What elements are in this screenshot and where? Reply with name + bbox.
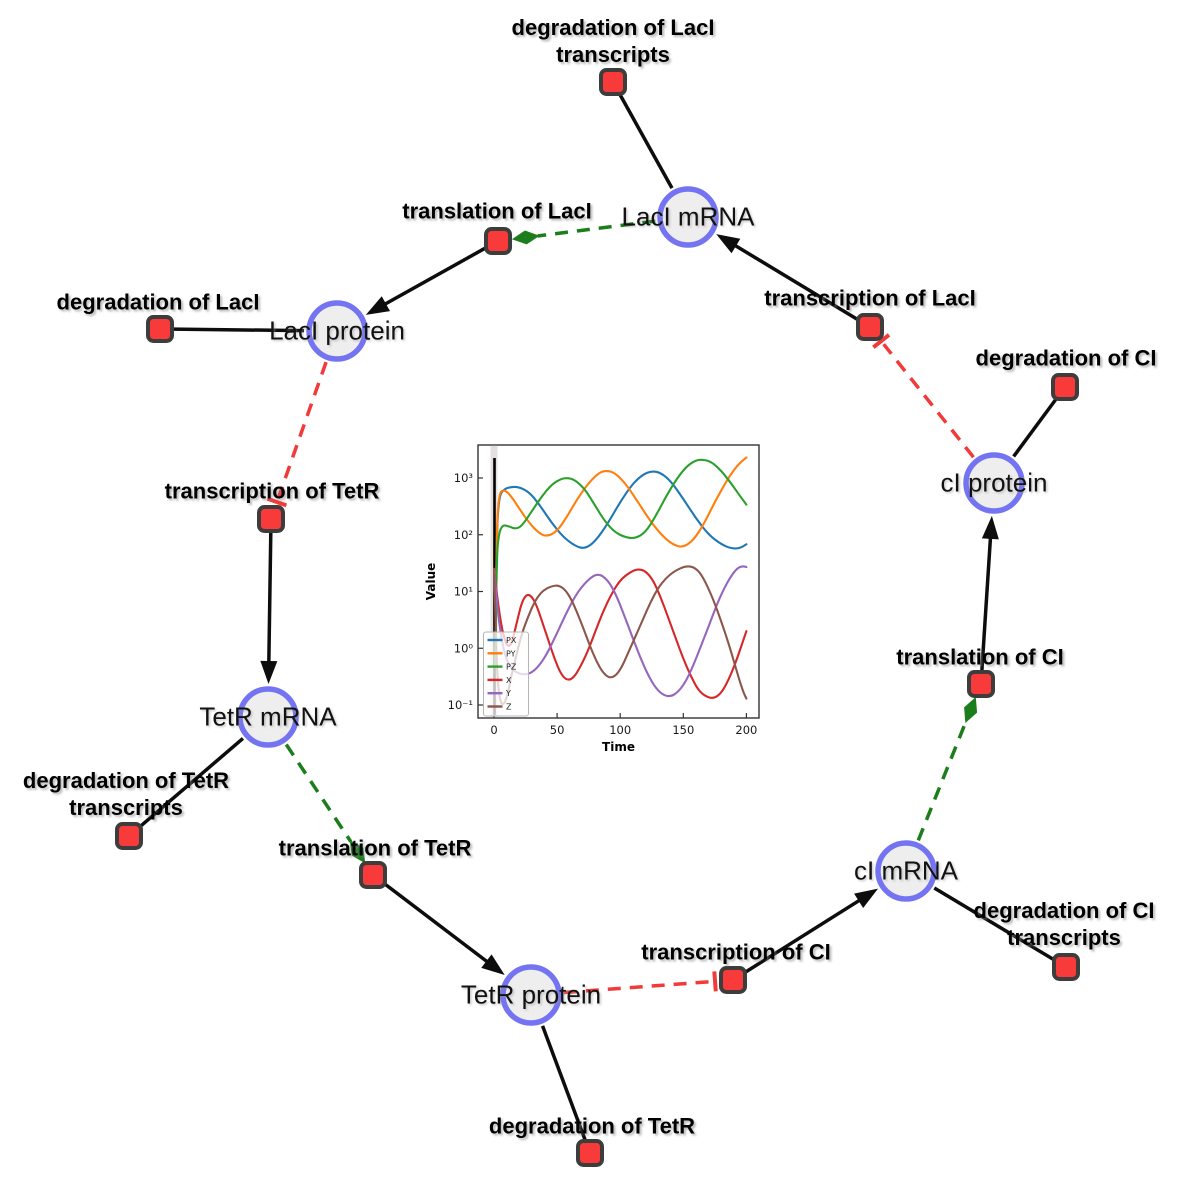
edge-plain-deg-laci-to-laci-protein — [173, 327, 305, 333]
series-line-PX — [494, 470, 748, 667]
edge-plain-deg-ci-transcripts-to-ci-mrna — [933, 886, 1055, 962]
process-node-deg-tetr — [576, 1139, 604, 1167]
edge-plain-deg-laci-transcripts-to-laci-mrna — [618, 93, 674, 190]
x-axis-label: Time — [602, 740, 635, 754]
process-node-transcription-tetr — [257, 505, 285, 533]
x-tick-label: 150 — [672, 723, 694, 737]
process-node-deg-ci — [1051, 373, 1079, 401]
edge-activation-ci-mrna-to-translation-ci — [916, 696, 978, 842]
legend-entry-label: PY — [506, 649, 516, 658]
y-tick-label: 10² — [454, 528, 473, 542]
arrowhead-icon — [716, 234, 741, 254]
activation-diamond-icon — [511, 230, 540, 245]
legend-entry-label: Y — [505, 689, 511, 698]
process-node-translation-tetr — [359, 861, 387, 889]
y-tick-label: 10³ — [454, 471, 474, 485]
process-node-transcription-laci — [856, 313, 884, 341]
process-node-translation-laci — [484, 227, 512, 255]
legend-entry-label: PZ — [506, 663, 517, 672]
y-axis-label: Value — [425, 563, 438, 601]
arrowhead-icon — [854, 888, 879, 909]
edge-arrow-transcription-laci-to-laci-mrna — [716, 234, 859, 322]
species-node-laci-mrna — [657, 186, 719, 248]
edge-inhibition-ci-protein-to-transcription-laci — [872, 333, 975, 459]
arrowhead-icon — [260, 660, 278, 685]
inhibition-tbar-icon — [712, 971, 718, 992]
species-node-ci-mrna — [875, 840, 937, 902]
process-node-deg-laci — [146, 315, 174, 343]
inhibition-tbar-icon — [872, 333, 891, 349]
arrowhead-icon — [365, 296, 391, 315]
series-line-PY — [494, 456, 748, 667]
series-line-X — [492, 567, 748, 699]
species-node-ci-protein — [963, 452, 1025, 514]
edge-arrow-translation-laci-to-laci-protein — [365, 246, 487, 315]
activation-diamond-icon — [349, 840, 366, 864]
arrowhead-icon — [981, 515, 999, 540]
process-node-transcription-ci — [719, 966, 747, 994]
edge-arrow-translation-tetr-to-tetr-protein — [383, 882, 505, 976]
legend-entry-label: X — [506, 676, 512, 685]
edge-inhibition-tetr-protein-to-transcription-ci — [563, 971, 718, 995]
x-tick-label: 0 — [490, 723, 497, 737]
edge-plain-deg-tetr-to-tetr-protein — [540, 1025, 587, 1141]
species-node-tetr-protein — [500, 964, 562, 1026]
inhibition-tbar-icon — [266, 496, 288, 508]
x-tick-label: 50 — [550, 723, 565, 737]
process-node-translation-ci — [967, 670, 995, 698]
process-node-deg-tetr-transcripts — [115, 822, 143, 850]
activation-diamond-icon — [964, 696, 978, 723]
edge-inhibition-laci-protein-to-transcription-tetr — [266, 361, 328, 508]
process-node-deg-laci-transcripts — [599, 68, 627, 96]
edge-arrow-translation-ci-to-ci-protein — [980, 515, 999, 671]
edge-activation-tetr-mrna-to-translation-tetr — [284, 743, 366, 864]
species-node-laci-protein — [306, 300, 368, 362]
arrowhead-icon — [481, 954, 505, 976]
x-tick-label: 100 — [609, 723, 631, 737]
y-tick-label: 10⁰ — [454, 641, 474, 655]
process-node-deg-ci-transcripts — [1052, 953, 1080, 981]
edge-arrow-transcription-ci-to-ci-mrna — [743, 888, 879, 975]
legend-entry-label: Z — [506, 703, 512, 712]
edge-plain-deg-ci-to-ci-protein — [1012, 397, 1059, 458]
edge-arrow-transcription-tetr-to-tetr-mrna — [260, 532, 278, 685]
edge-plain-deg-tetr-transcripts-to-tetr-mrna — [138, 737, 245, 829]
series-line-PZ — [494, 458, 748, 667]
species-node-tetr-mrna — [237, 686, 299, 748]
chart-legend: PX PY PZ XYZ — [483, 631, 529, 717]
x-tick-label: 200 — [735, 723, 757, 737]
legend-entry-label: PX — [506, 636, 517, 645]
y-tick-label: 10¹ — [454, 585, 473, 599]
edge-activation-laci-mrna-to-translation-laci — [511, 219, 656, 245]
y-tick-label: 10⁻¹ — [448, 698, 473, 712]
